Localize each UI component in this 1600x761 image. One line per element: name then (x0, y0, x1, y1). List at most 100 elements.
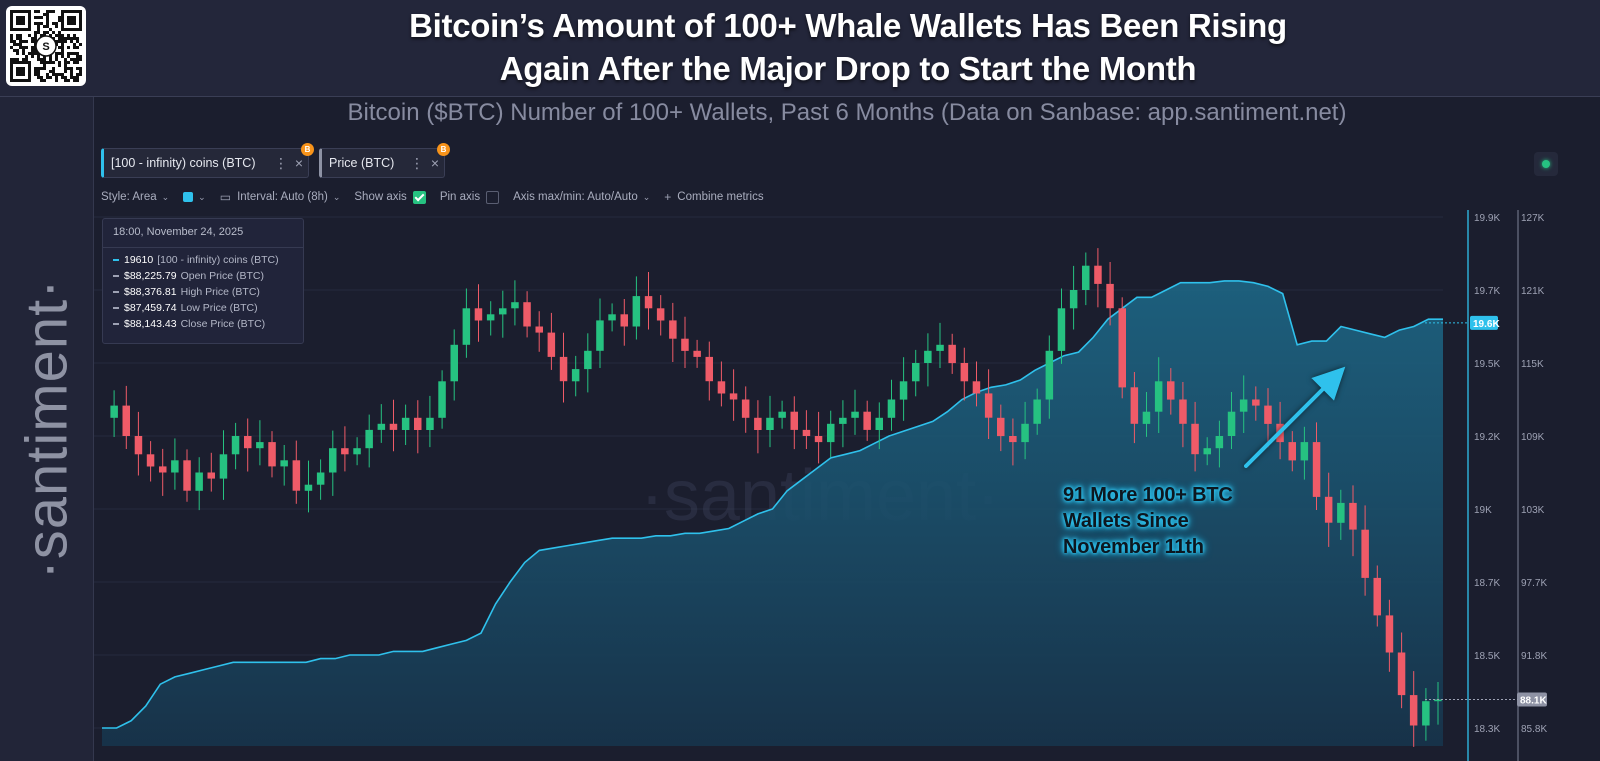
pin-axis-checkbox[interactable] (486, 190, 500, 204)
qr-module (58, 46, 61, 49)
close-icon[interactable]: × (294, 155, 304, 171)
tooltip-value: $88,143.43 (124, 318, 177, 330)
qr-module (40, 76, 43, 79)
combine-metrics-label: Combine metrics (677, 191, 764, 203)
qr-module (19, 40, 22, 43)
price-candle (146, 454, 155, 467)
qr-module (58, 19, 61, 22)
qr-module (61, 34, 64, 37)
qr-module (49, 76, 52, 79)
status-indicator-button[interactable] (1534, 152, 1558, 176)
metric-chip-label: Price (BTC) (329, 156, 395, 170)
close-icon[interactable]: × (430, 155, 440, 171)
qr-module (58, 40, 61, 43)
qr-module (64, 64, 67, 67)
qr-module (79, 58, 82, 61)
qr-module (49, 28, 52, 31)
qr-module (76, 58, 79, 61)
qr-module (73, 43, 76, 46)
tooltip-timestamp: 18:00, November 24, 2025 (113, 226, 244, 238)
show-axis-checkbox[interactable] (412, 190, 426, 204)
style-dropdown[interactable]: Style: Area ⌄ (101, 191, 169, 203)
combine-metrics-button[interactable]: + Combine metrics (664, 190, 763, 204)
qr-module (55, 40, 58, 43)
more-options-icon[interactable]: ⋮ (274, 154, 288, 171)
price-candle (669, 320, 677, 339)
interval-dropdown[interactable]: ▭ Interval: Auto (8h) ⌄ (220, 190, 341, 204)
pin-axis-toggle[interactable]: Pin axis (439, 190, 500, 204)
price-candle (426, 417, 434, 430)
tooltip-row: $88,143.43 Close Price (BTC) (113, 316, 265, 332)
price-candle (559, 356, 568, 382)
price-candle (365, 429, 373, 449)
price-candle (1349, 502, 1357, 530)
price-candle (729, 393, 738, 400)
qr-module (34, 52, 37, 55)
qr-module (19, 34, 22, 37)
qr-module (37, 58, 40, 61)
price-candle (122, 405, 130, 436)
price-candle (244, 436, 252, 449)
price-candle (1045, 350, 1054, 400)
qr-module (43, 25, 46, 28)
wallets-current-marker (1470, 315, 1498, 330)
price-candle (486, 314, 495, 321)
chart-toolbar: Style: Area ⌄ ⌄ ▭ Interval: Auto (8h) ⌄ … (101, 187, 778, 207)
price-candle (924, 350, 932, 363)
price-candle (183, 460, 191, 491)
show-axis-toggle[interactable]: Show axis (354, 190, 426, 204)
price-candle (499, 308, 507, 315)
price-candle (280, 460, 288, 467)
price-candle (462, 308, 471, 345)
price-candle (110, 405, 118, 418)
qr-module (49, 58, 52, 61)
price-candle (596, 320, 604, 351)
qr-module (52, 70, 55, 73)
price-candle (997, 417, 1005, 437)
price-candle (195, 472, 203, 491)
color-picker[interactable]: ⌄ (183, 192, 206, 203)
qr-module (49, 10, 52, 13)
qr-module (76, 67, 79, 70)
price-candle (875, 417, 883, 430)
annotation-arrow-line (1244, 366, 1346, 468)
price-candle (681, 338, 689, 351)
qr-module (25, 46, 28, 49)
qr-module (76, 52, 79, 55)
qr-module (79, 55, 82, 58)
price-candle (1130, 387, 1139, 424)
qr-module (61, 55, 64, 58)
axis-maxmin-dropdown[interactable]: Axis max/min: Auto/Auto ⌄ (513, 191, 650, 203)
qr-module (43, 61, 46, 64)
qr-module (40, 16, 43, 19)
metric-chip-price[interactable]: Price (BTC) ⋮ × B (319, 143, 450, 178)
pin-axis-label: Pin axis (439, 191, 481, 203)
qr-module (46, 10, 49, 13)
qr-module (31, 37, 34, 40)
qr-module (55, 52, 58, 55)
price-candle (341, 448, 349, 455)
price-candle (693, 350, 701, 357)
price-candle (766, 417, 774, 430)
qr-module (55, 58, 58, 61)
price-candle (1422, 701, 1430, 726)
qr-module (43, 67, 46, 70)
qr-module (49, 70, 52, 73)
qr-module (76, 40, 79, 43)
wallets-axis-tick-label: 19.9K (1474, 213, 1500, 224)
price-candle (1239, 399, 1248, 412)
price-candle (1397, 652, 1406, 696)
qr-module (61, 76, 64, 79)
price-candle (717, 381, 726, 394)
qr-module (79, 67, 82, 70)
more-options-icon[interactable]: ⋮ (410, 154, 424, 171)
qr-module (46, 73, 49, 76)
status-dot-icon (1542, 160, 1550, 168)
qr-module (43, 31, 46, 34)
qr-module (34, 22, 37, 25)
wallets-current-label: 19.6K (1473, 319, 1500, 330)
metric-chip-wallets[interactable]: [100 - infinity) coins (BTC) ⋮ × B (101, 143, 314, 178)
qr-module (31, 40, 34, 43)
qr-module (22, 40, 25, 43)
